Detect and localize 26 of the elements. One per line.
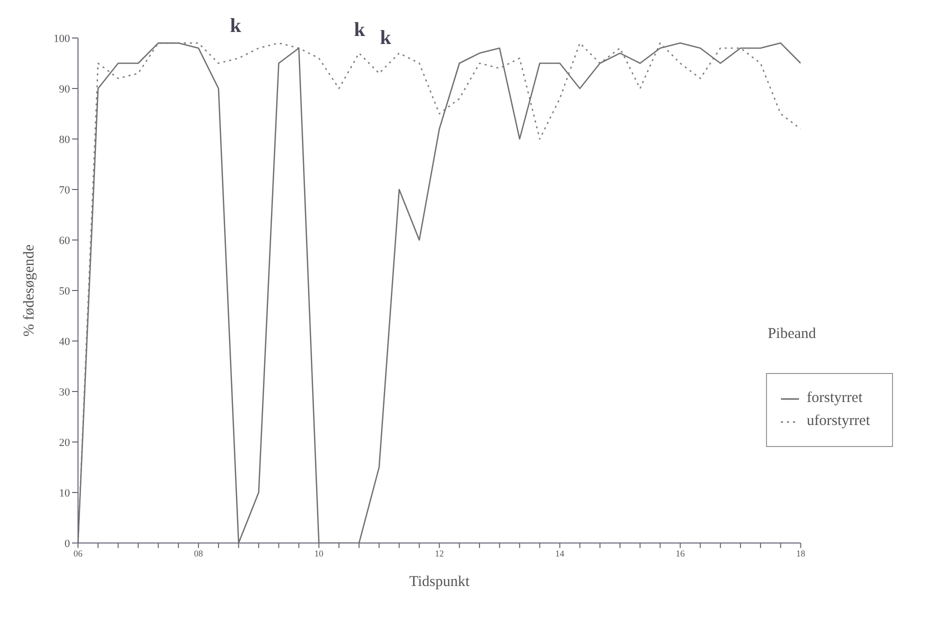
x-tick-label: 08 xyxy=(194,548,204,558)
legend-label: uforstyrret xyxy=(806,413,870,430)
text: k xyxy=(230,15,242,37)
x-tick-label: 18 xyxy=(796,548,806,558)
y-tick-label: 30 xyxy=(59,386,70,398)
y-tick-label: 70 xyxy=(59,184,70,196)
y-tick-label: 50 xyxy=(59,285,70,298)
y-tick-label: 100 xyxy=(54,32,70,45)
y-axis-title: % fødesøgende xyxy=(21,244,38,337)
annotation: k xyxy=(380,27,392,49)
y-tick-label: 80 xyxy=(59,134,70,146)
y-tick-label: 60 xyxy=(59,234,70,247)
x-tick-label: 14 xyxy=(555,548,565,558)
x-tick-label: 16 xyxy=(676,548,686,558)
y-tick-label: 10 xyxy=(59,487,70,500)
y-tick-label: 20 xyxy=(59,436,70,449)
legend-title: Pibeand xyxy=(768,326,818,343)
y-tick-label: 90 xyxy=(59,83,70,96)
x-tick-label: 06 xyxy=(74,548,83,558)
x-tick-label: 10 xyxy=(314,548,324,558)
x-tick-label: 12 xyxy=(434,548,444,558)
x-axis-title: Tidspunkt xyxy=(409,574,470,590)
y-tick-label: 40 xyxy=(59,336,70,348)
legend-label: forstyrret xyxy=(806,390,862,407)
annotation: k xyxy=(354,19,366,41)
y-tick-label: 0 xyxy=(64,538,70,550)
